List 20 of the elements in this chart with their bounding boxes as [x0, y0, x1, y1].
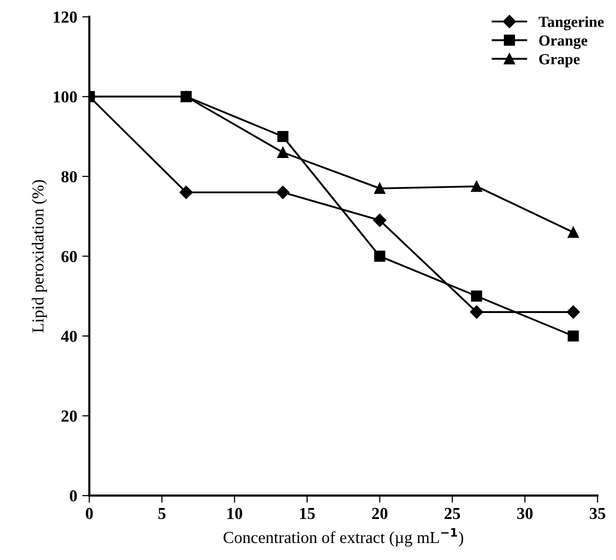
x-tick-label: 0 [86, 508, 93, 520]
y-tick-label: 40 [61, 330, 77, 342]
y-tick-label: 100 [54, 91, 77, 103]
x-tick-label: 30 [517, 508, 533, 520]
y-tick-label: 20 [62, 410, 77, 422]
x-tick-label: 20 [372, 508, 388, 520]
legend-label: Grape [539, 54, 580, 68]
y-tick-label: 0 [70, 490, 77, 502]
y-tick-label: 80 [61, 171, 77, 182]
y-tick-label: 60 [61, 250, 77, 262]
legend-label: Tangerine [538, 16, 604, 30]
y-tick-label: 120 [54, 12, 77, 23]
x-tick-label: 10 [228, 508, 242, 520]
x-tick-label: 5 [158, 508, 166, 520]
y-axis-title: Lipid peroxidation (%) [32, 180, 47, 333]
x-tick-label: 35 [590, 508, 606, 520]
legend-label: Orange [539, 35, 588, 49]
x-axis-title: Concentration of extract (µg mL$^{−1}$) [224, 528, 464, 547]
x-tick-label: 15 [300, 508, 315, 520]
x-tick-label: 25 [444, 508, 460, 520]
